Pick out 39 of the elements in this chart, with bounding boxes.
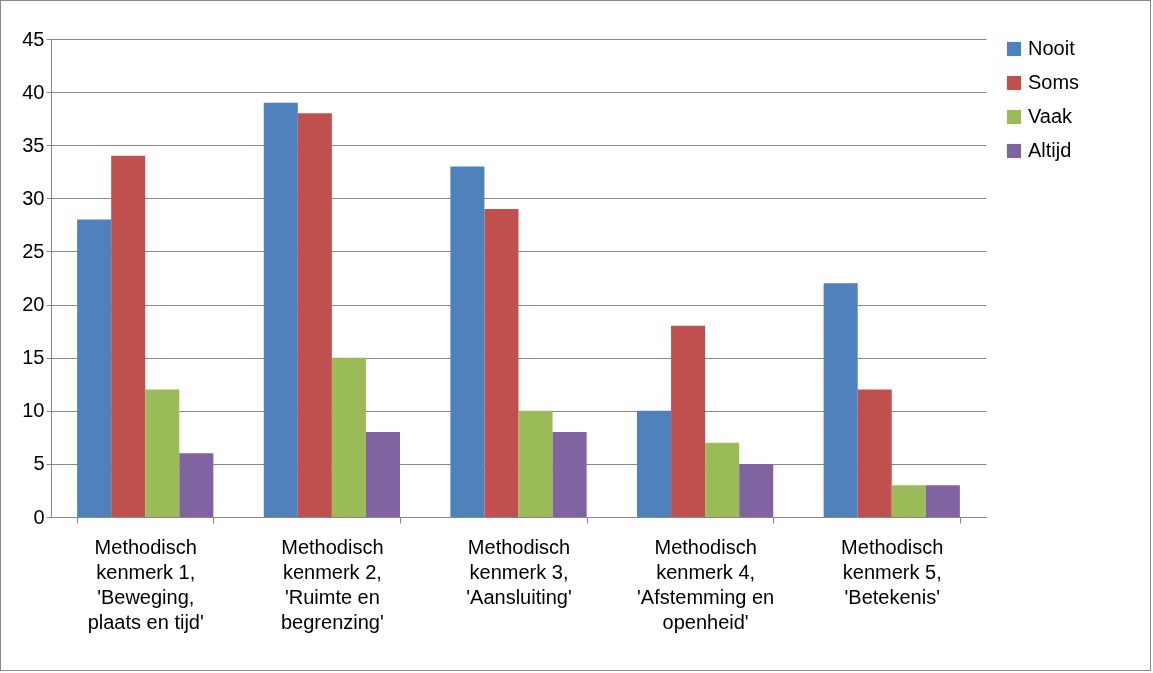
y-tick-label: 0 <box>33 505 45 528</box>
x-tick-label: Methodisch kenmerk 1, 'Beweging, plaats en tijd' <box>87 535 204 633</box>
bar <box>111 155 146 517</box>
bar <box>263 102 298 517</box>
legend-label: Altijd <box>1028 139 1072 161</box>
legend-label: Soms <box>1028 71 1080 93</box>
bar <box>77 219 112 517</box>
bar <box>179 453 214 517</box>
bar <box>450 166 485 517</box>
bar <box>925 485 960 517</box>
y-tick-label: 5 <box>33 452 45 475</box>
bar <box>891 485 926 517</box>
y-tick-label: 25 <box>22 239 45 262</box>
y-tick-label: 10 <box>22 399 45 422</box>
bar <box>484 208 519 517</box>
x-tick-label: Methodisch kenmerk 3, 'Aansluiting' <box>466 535 572 608</box>
x-tick-label: Methodisch kenmerk 4, 'Afstemming en openheid' <box>637 535 775 633</box>
bar <box>145 389 180 517</box>
bar <box>823 283 858 517</box>
y-tick-label: 30 <box>22 186 45 209</box>
bar <box>671 325 706 517</box>
legend-label: Vaak <box>1028 105 1074 127</box>
bar <box>297 113 332 517</box>
y-tick-label: 45 <box>22 27 45 50</box>
y-tick-label: 40 <box>22 80 45 103</box>
bar <box>365 432 400 517</box>
y-tick-label: 35 <box>22 133 45 156</box>
y-tick-label: 15 <box>22 346 45 369</box>
bar <box>552 432 587 517</box>
bar <box>518 410 553 517</box>
x-tick-label: Methodisch kenmerk 2, 'Ruimte en begrenzing' <box>280 535 384 633</box>
bar <box>705 442 740 517</box>
y-tick-label: 20 <box>22 293 45 316</box>
bar <box>637 410 672 517</box>
bar <box>857 389 892 517</box>
legend-label: Nooit <box>1028 37 1076 59</box>
x-tick-label: Methodisch kenmerk 5, 'Betekenis' <box>841 535 944 608</box>
bar <box>739 463 774 517</box>
bar <box>331 357 366 517</box>
